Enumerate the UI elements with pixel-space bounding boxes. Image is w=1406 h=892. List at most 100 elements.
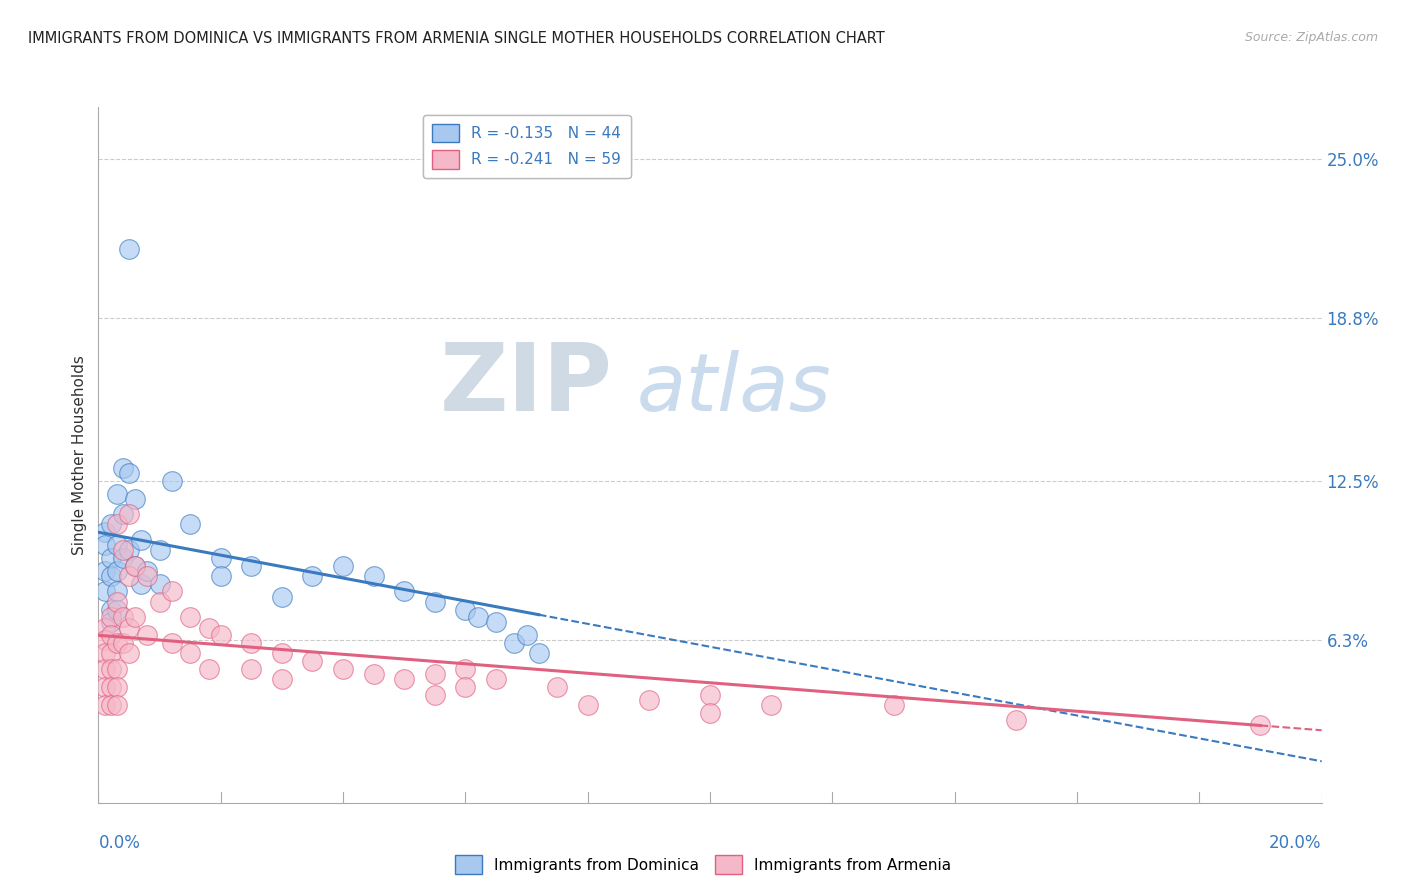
Point — [124, 558, 146, 573]
Point — [93, 584, 115, 599]
Point — [118, 646, 141, 660]
Point — [118, 242, 141, 256]
Point — [93, 538, 115, 552]
Point — [93, 633, 115, 648]
Point — [149, 576, 172, 591]
Point — [124, 491, 146, 506]
Point — [454, 602, 477, 616]
Text: Source: ZipAtlas.com: Source: ZipAtlas.com — [1244, 31, 1378, 45]
Point — [197, 662, 219, 676]
Point — [392, 672, 416, 686]
Point — [485, 672, 508, 686]
Point — [301, 654, 323, 668]
Point — [136, 564, 159, 578]
Point — [100, 615, 122, 630]
Point — [149, 595, 172, 609]
Point — [637, 692, 661, 706]
Point — [209, 628, 232, 642]
Y-axis label: Single Mother Households: Single Mother Households — [72, 355, 87, 555]
Point — [105, 602, 128, 616]
Point — [759, 698, 782, 712]
Point — [105, 564, 128, 578]
Point — [363, 667, 385, 681]
Point — [105, 662, 128, 676]
Point — [1004, 714, 1026, 728]
Point — [111, 610, 134, 624]
Point — [423, 595, 446, 609]
Point — [240, 662, 263, 676]
Point — [105, 538, 128, 552]
Point — [93, 646, 115, 660]
Point — [118, 543, 141, 558]
Point — [111, 551, 134, 566]
Point — [392, 584, 416, 599]
Text: atlas: atlas — [637, 350, 831, 428]
Point — [209, 569, 232, 583]
Point — [105, 517, 128, 532]
Point — [136, 569, 159, 583]
Point — [546, 680, 568, 694]
Point — [883, 698, 905, 712]
Point — [105, 595, 128, 609]
Point — [100, 628, 122, 642]
Point — [197, 621, 219, 635]
Point — [503, 636, 526, 650]
Point — [105, 584, 128, 599]
Point — [160, 584, 183, 599]
Legend: Immigrants from Dominica, Immigrants from Armenia: Immigrants from Dominica, Immigrants fro… — [449, 849, 957, 880]
Point — [105, 636, 128, 650]
Point — [423, 688, 446, 702]
Point — [100, 551, 122, 566]
Point — [118, 507, 141, 521]
Text: IMMIGRANTS FROM DOMINICA VS IMMIGRANTS FROM ARMENIA SINGLE MOTHER HOUSEHOLDS COR: IMMIGRANTS FROM DOMINICA VS IMMIGRANTS F… — [28, 31, 884, 46]
Point — [118, 569, 141, 583]
Point — [100, 698, 122, 712]
Point — [240, 558, 263, 573]
Point — [179, 517, 201, 532]
Text: 20.0%: 20.0% — [1270, 834, 1322, 852]
Legend: R = -0.135   N = 44, R = -0.241   N = 59: R = -0.135 N = 44, R = -0.241 N = 59 — [423, 115, 630, 178]
Point — [240, 636, 263, 650]
Point — [179, 610, 201, 624]
Point — [363, 569, 385, 583]
Point — [105, 680, 128, 694]
Point — [124, 610, 146, 624]
Point — [454, 662, 477, 676]
Point — [93, 680, 115, 694]
Point — [1249, 718, 1271, 732]
Point — [485, 615, 508, 630]
Point — [332, 662, 354, 676]
Point — [93, 525, 115, 540]
Point — [270, 646, 292, 660]
Point — [93, 662, 115, 676]
Point — [100, 610, 122, 624]
Point — [124, 558, 146, 573]
Point — [100, 517, 122, 532]
Point — [270, 672, 292, 686]
Point — [111, 507, 134, 521]
Point — [100, 569, 122, 583]
Point — [699, 706, 721, 720]
Point — [209, 551, 232, 566]
Point — [93, 621, 115, 635]
Point — [93, 564, 115, 578]
Point — [100, 662, 122, 676]
Point — [467, 610, 489, 624]
Point — [699, 688, 721, 702]
Point — [516, 628, 538, 642]
Point — [93, 698, 115, 712]
Point — [423, 667, 446, 681]
Point — [118, 621, 141, 635]
Point — [129, 576, 152, 591]
Point — [270, 590, 292, 604]
Point — [111, 636, 134, 650]
Point — [454, 680, 477, 694]
Point — [111, 543, 134, 558]
Text: 0.0%: 0.0% — [98, 834, 141, 852]
Point — [100, 680, 122, 694]
Point — [160, 474, 183, 488]
Point — [118, 466, 141, 480]
Point — [332, 558, 354, 573]
Point — [301, 569, 323, 583]
Point — [149, 543, 172, 558]
